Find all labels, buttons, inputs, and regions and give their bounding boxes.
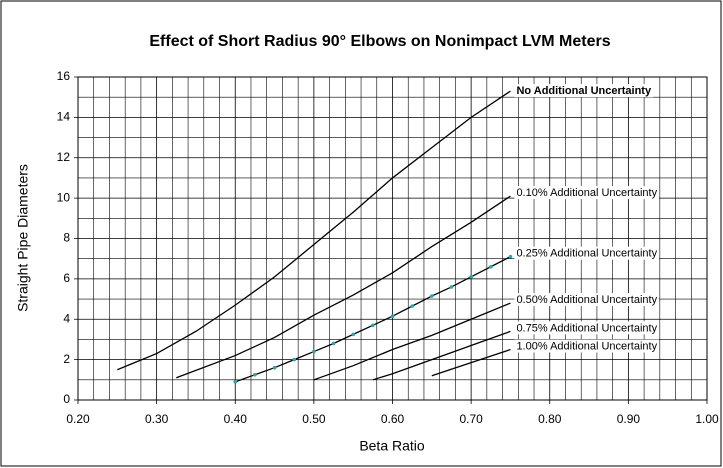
series-marker bbox=[488, 264, 493, 269]
series-marker bbox=[390, 314, 395, 319]
series-label: 0.75% Additional Uncertainty bbox=[516, 322, 657, 334]
series-marker bbox=[272, 365, 277, 370]
y-tick-label: 14 bbox=[57, 110, 71, 124]
series-marker bbox=[233, 380, 238, 384]
x-tick-label: 0.60 bbox=[381, 412, 405, 426]
y-tick-label: 6 bbox=[63, 271, 70, 285]
series-line bbox=[313, 302, 511, 381]
x-tick-label: 0.40 bbox=[224, 412, 248, 426]
series-marker bbox=[469, 275, 473, 279]
x-tick-label: 0.20 bbox=[66, 412, 90, 426]
series-label: 0.25% Additional Uncertainty bbox=[516, 248, 657, 260]
series-label: 0.10% Additional Uncertainty bbox=[516, 187, 657, 199]
y-axis-label: Straight Pipe Diameters bbox=[15, 164, 31, 312]
series-marker bbox=[312, 349, 316, 354]
x-tick-label: 1.00 bbox=[695, 412, 719, 426]
series-marker bbox=[371, 323, 375, 328]
y-tick-label: 8 bbox=[63, 231, 70, 245]
series-label: 1.00% Additional Uncertainty bbox=[516, 340, 657, 352]
y-tick-label: 4 bbox=[63, 311, 70, 325]
series-marker bbox=[430, 294, 434, 298]
chart-title: Effect of Short Radius 90° Elbows on Non… bbox=[149, 33, 610, 50]
series-marker bbox=[351, 332, 355, 337]
label-background bbox=[514, 339, 660, 353]
plot-frame bbox=[77, 76, 708, 401]
x-tick-label: 0.70 bbox=[459, 412, 483, 426]
label-background bbox=[514, 321, 660, 335]
label-background bbox=[514, 246, 660, 260]
y-tick-label: 0 bbox=[63, 392, 70, 406]
y-tick-label: 16 bbox=[57, 69, 71, 83]
x-axis-label: Beta Ratio bbox=[359, 438, 425, 454]
series-line bbox=[176, 195, 511, 379]
series-line bbox=[431, 348, 511, 377]
x-tick-label: 0.50 bbox=[302, 412, 326, 426]
x-tick-label: 0.90 bbox=[617, 412, 641, 426]
label-background bbox=[514, 293, 660, 307]
series-label: No Additional Uncertainty bbox=[516, 85, 652, 97]
x-tick-label: 0.30 bbox=[145, 412, 169, 426]
series-line bbox=[372, 330, 511, 381]
series-marker bbox=[508, 254, 513, 259]
x-tick-label: 0.80 bbox=[538, 412, 562, 426]
label-background bbox=[514, 186, 660, 200]
series-line bbox=[117, 90, 511, 371]
series-label: 0.50% Additional Uncertainty bbox=[516, 294, 657, 306]
label-background bbox=[514, 84, 654, 98]
series-marker bbox=[253, 372, 257, 377]
y-tick-label: 2 bbox=[63, 352, 70, 366]
series-marker bbox=[292, 357, 297, 362]
y-tick-label: 10 bbox=[57, 190, 71, 204]
y-tick-label: 12 bbox=[57, 150, 71, 164]
series-marker bbox=[410, 304, 414, 308]
series-marker bbox=[449, 285, 454, 289]
series-marker bbox=[331, 341, 336, 346]
